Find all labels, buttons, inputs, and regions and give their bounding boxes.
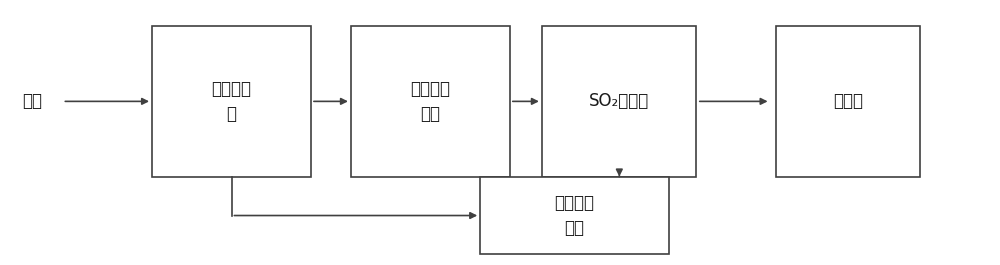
- Bar: [480, 176, 669, 254]
- Text: 抽气泵: 抽气泵: [833, 92, 863, 110]
- Text: 进气: 进气: [23, 92, 43, 110]
- Text: SO₂传感器: SO₂传感器: [589, 92, 649, 110]
- Bar: [542, 26, 696, 176]
- Bar: [776, 26, 920, 176]
- Bar: [152, 26, 311, 176]
- Text: 选择性过
滤器: 选择性过 滤器: [410, 80, 450, 123]
- Bar: [351, 26, 510, 176]
- Text: 信号处理
模块: 信号处理 模块: [555, 194, 595, 237]
- Text: 高温裂解
炉: 高温裂解 炉: [212, 80, 252, 123]
